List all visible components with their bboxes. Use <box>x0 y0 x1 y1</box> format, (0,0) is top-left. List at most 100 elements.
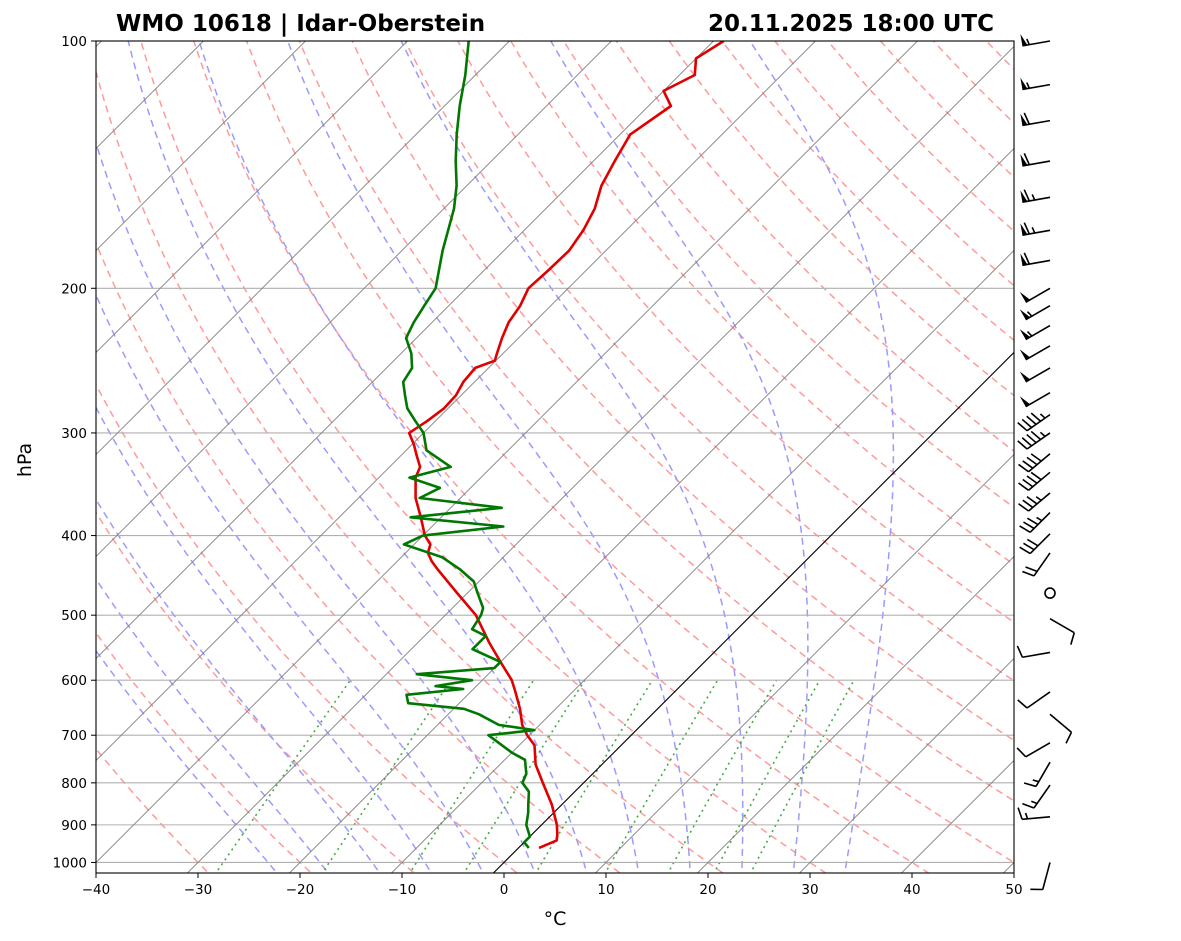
y-tick-label: 800 <box>61 776 87 792</box>
moist-adiabat-line <box>96 405 433 873</box>
wind-barb <box>1018 453 1051 473</box>
wind-barb <box>1020 252 1051 267</box>
y-tick-label: 200 <box>61 281 87 297</box>
wind-barb <box>1020 34 1051 47</box>
plot-frame <box>95 40 1015 874</box>
zero-isotherm-line <box>492 351 1014 873</box>
sounding-profiles <box>401 41 725 850</box>
x-tick-label: −20 <box>286 882 315 898</box>
wind-barb <box>1020 112 1051 127</box>
moist-adiabat-line <box>287 41 691 873</box>
moist-adiabat-line <box>550 41 809 873</box>
isotherm-line <box>696 555 1014 873</box>
y-tick-label: 500 <box>61 608 87 624</box>
isotherm-line <box>594 453 1014 873</box>
dry-adiabat-line <box>351 41 1014 742</box>
x-tick-label: 10 <box>597 882 614 898</box>
x-tick-label: 40 <box>903 882 920 898</box>
zero-isotherm <box>492 351 1014 873</box>
isotherm-line <box>798 657 1014 873</box>
wind-barb <box>1019 533 1051 555</box>
x-axis-label: °C <box>544 908 567 930</box>
wind-barb <box>1022 552 1051 577</box>
x-tick-label: −40 <box>82 882 111 898</box>
dry-adiabat-line <box>562 41 1014 509</box>
moist-adiabat-line <box>198 41 640 873</box>
mixing-ratio-line <box>408 679 535 873</box>
y-tick-label: 100 <box>61 34 87 50</box>
moist-adiabat-line <box>96 293 484 873</box>
wind-barb <box>1019 304 1051 321</box>
wind-barb <box>1019 324 1051 341</box>
mixing-ratio-line <box>666 679 778 873</box>
wind-barb <box>1016 742 1051 758</box>
wind-barb <box>1016 645 1051 659</box>
y-tick-label: 300 <box>61 426 87 442</box>
wind-barb <box>1020 153 1051 167</box>
wind-barb <box>1049 618 1076 645</box>
wind-barb <box>1019 511 1051 534</box>
isotherm-line <box>96 41 919 864</box>
y-tick-label: 900 <box>61 818 87 834</box>
dry-adiabat-line <box>668 41 1014 397</box>
x-tick-label: −30 <box>184 882 213 898</box>
x-tick-label: −10 <box>388 882 417 898</box>
dry-adiabat-line <box>245 41 1014 864</box>
isotherm-line <box>96 41 613 558</box>
isotherm-line <box>186 45 1014 873</box>
x-tick-label: 30 <box>801 882 818 898</box>
x-axis-ticks: −40 −30 −20 −10 0 10 20 30 40 50 <box>82 873 1023 898</box>
wind-barb <box>1049 713 1073 744</box>
wind-barb <box>1023 761 1051 788</box>
y-tick-label: 700 <box>61 728 87 744</box>
isotherm-line <box>96 41 409 354</box>
wind-barb <box>1018 492 1051 512</box>
wind-barb <box>1019 367 1051 383</box>
wind-barb <box>1019 392 1051 408</box>
y-axis-ticks: 100 200 300 400 500 600 700 800 900 1000 <box>53 34 96 871</box>
mixing-ratio-line <box>604 679 719 873</box>
y-tick-label: 400 <box>61 529 87 545</box>
wind-barb <box>1017 430 1051 450</box>
wind-barb <box>1019 287 1051 303</box>
moist-adiabat-line <box>749 41 895 873</box>
dry-adiabat-line <box>298 41 1014 802</box>
wind-barb <box>1020 189 1051 203</box>
isotherm-line <box>96 41 817 762</box>
mixing-ratio-line <box>749 679 855 873</box>
dry-adiabat-line <box>96 383 519 873</box>
x-tick-label: 50 <box>1005 882 1022 898</box>
isotherm-line <box>390 249 1014 873</box>
wind-barb <box>1020 77 1051 91</box>
wind-barb <box>1018 471 1051 491</box>
moist-adiabat-line <box>96 140 536 873</box>
dry-adiabat-line <box>193 41 930 873</box>
dewpoint-profile <box>401 41 536 849</box>
mixing-ratio-line <box>463 679 586 873</box>
dry-adiabat-line <box>96 241 622 873</box>
wind-barb <box>1044 587 1056 599</box>
x-tick-label: 0 <box>500 882 509 898</box>
y-tick-label: 1000 <box>53 855 87 871</box>
mixing-ratio-line <box>713 679 821 873</box>
moist-adiabat-line <box>96 649 278 873</box>
isotherm-line <box>96 41 307 252</box>
mixing-ratio-line <box>534 679 653 873</box>
mixing-ratio-line <box>321 679 452 873</box>
pressure-gridlines <box>96 40 1014 864</box>
wind-barb <box>1017 807 1051 821</box>
dry-adiabat-line <box>404 41 1014 682</box>
isotherm-line <box>96 41 511 456</box>
dry-adiabat-line <box>457 41 1014 624</box>
dry-adiabat-line <box>96 511 416 873</box>
chart-title-time: 20.11.2025 18:00 UTC <box>708 11 994 37</box>
wind-barb <box>1017 691 1051 709</box>
chart-title-station: WMO 10618 | Idar-Oberstein <box>116 11 485 37</box>
isotherm-line <box>288 147 1014 873</box>
y-axis-label: hPa <box>14 443 36 477</box>
moist-adiabat-line <box>127 41 588 873</box>
dry-adiabat-line <box>96 631 313 873</box>
wind-barb <box>1022 784 1051 809</box>
isotherm-lines <box>96 41 1014 873</box>
